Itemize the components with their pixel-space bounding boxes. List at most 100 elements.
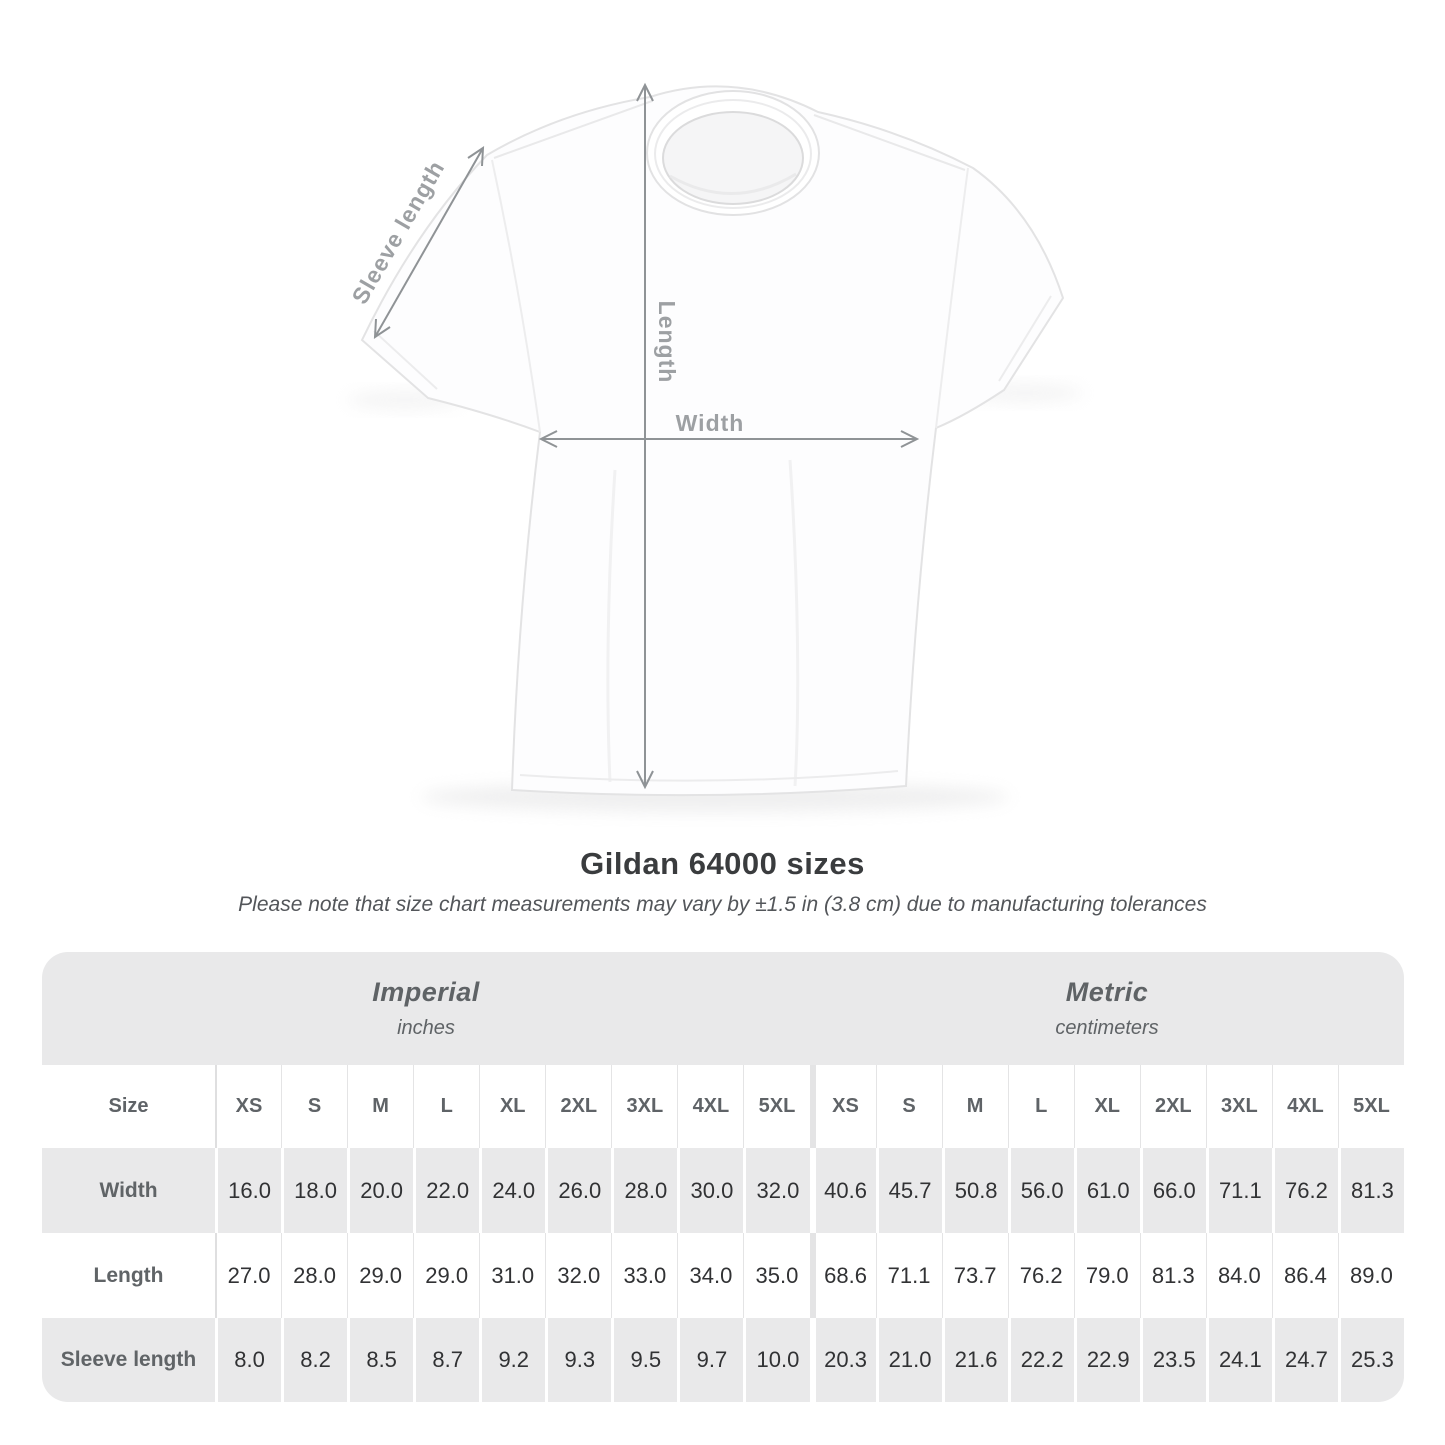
size-col-2xl-metric: 2XL <box>1139 1065 1206 1148</box>
cell-sleeve-length-4xl-imperial: 9.7 <box>677 1318 744 1402</box>
length-arrow-label: Length <box>654 301 680 384</box>
unit-header-row: Imperial inches Metric centimeters <box>42 952 1404 1065</box>
cell-width-3xl-imperial: 28.0 <box>611 1148 678 1233</box>
length-arrow <box>636 82 654 790</box>
cell-width-xl-imperial: 24.0 <box>479 1148 546 1233</box>
cell-width-xl-metric: 61.0 <box>1073 1148 1140 1233</box>
cell-width-l-metric: 56.0 <box>1007 1148 1074 1233</box>
body-crease-right <box>788 459 800 787</box>
size-header-cell: Size <box>42 1065 215 1148</box>
cell-length-2xl-metric: 81.3 <box>1139 1233 1206 1318</box>
tshirt-diagram: Length Width Sleeve length <box>346 82 1083 812</box>
cell-width-5xl-imperial: 32.0 <box>743 1148 810 1233</box>
size-col-l-imperial: L <box>413 1065 480 1148</box>
row-label-length: Length <box>42 1233 215 1318</box>
size-col-s-imperial: S <box>281 1065 348 1148</box>
size-col-xs-imperial: XS <box>215 1065 282 1148</box>
collar-stitch <box>654 99 812 209</box>
cell-sleeve-length-3xl-imperial: 9.5 <box>611 1318 678 1402</box>
size-col-l-metric: L <box>1007 1065 1074 1148</box>
width-arrow <box>538 430 920 448</box>
cell-width-4xl-imperial: 30.0 <box>677 1148 744 1233</box>
size-col-m-metric: M <box>941 1065 1008 1148</box>
cell-width-xs-imperial: 16.0 <box>215 1148 282 1233</box>
cell-length-s-imperial: 28.0 <box>281 1233 348 1318</box>
cell-width-xs-metric: 40.6 <box>809 1148 876 1233</box>
size-col-3xl-imperial: 3XL <box>611 1065 678 1148</box>
cell-sleeve-length-s-imperial: 8.2 <box>281 1318 348 1402</box>
collar-inner <box>662 111 804 205</box>
metric-header: Metric <box>1065 977 1149 1007</box>
cell-sleeve-length-xs-imperial: 8.0 <box>215 1318 282 1402</box>
cell-length-l-metric: 76.2 <box>1007 1233 1074 1318</box>
cell-sleeve-length-3xl-metric: 24.1 <box>1205 1318 1272 1402</box>
cell-width-2xl-imperial: 26.0 <box>545 1148 612 1233</box>
tshirt-body <box>360 85 1065 797</box>
size-grid: Size XS S M L XL 2XL 3XL 4XL 5XL XS S M L XL 2XL 3XL 4XL 5… <box>42 1065 1404 1402</box>
cell-width-3xl-metric: 71.1 <box>1205 1148 1272 1233</box>
size-col-2xl-imperial: 2XL <box>545 1065 612 1148</box>
cell-length-3xl-imperial: 33.0 <box>611 1233 678 1318</box>
cell-length-m-imperial: 29.0 <box>347 1233 414 1318</box>
width-arrow-label: Width <box>676 410 745 436</box>
size-col-s-metric: S <box>875 1065 942 1148</box>
cell-length-4xl-imperial: 34.0 <box>677 1233 744 1318</box>
cell-length-xl-imperial: 31.0 <box>479 1233 546 1318</box>
cell-width-5xl-metric: 81.3 <box>1337 1148 1404 1233</box>
shoulder-seam-left <box>493 100 653 159</box>
cell-sleeve-length-2xl-imperial: 9.3 <box>545 1318 612 1402</box>
cell-length-l-imperial: 29.0 <box>413 1233 480 1318</box>
hem-stitch <box>519 770 899 782</box>
cell-width-l-imperial: 22.0 <box>413 1148 480 1233</box>
size-col-5xl-metric: 5XL <box>1337 1065 1404 1148</box>
cell-length-2xl-imperial: 32.0 <box>545 1233 612 1318</box>
cell-sleeve-length-m-imperial: 8.5 <box>347 1318 414 1402</box>
page-title: Gildan 64000 sizes <box>580 846 865 881</box>
row-label-sleeve-length: Sleeve length <box>42 1318 215 1402</box>
unit-group-metric: Metric centimeters <box>810 952 1404 1065</box>
cell-sleeve-length-l-metric: 22.2 <box>1007 1318 1074 1402</box>
cuff-stitch-left <box>373 330 438 390</box>
cell-sleeve-length-xl-metric: 22.9 <box>1073 1318 1140 1402</box>
shoulder-seam-right <box>813 114 966 171</box>
cell-sleeve-length-l-imperial: 8.7 <box>413 1318 480 1402</box>
cell-width-m-imperial: 20.0 <box>347 1148 414 1233</box>
cell-length-xs-metric: 68.6 <box>809 1233 876 1318</box>
cell-length-3xl-metric: 84.0 <box>1205 1233 1272 1318</box>
cell-sleeve-length-5xl-metric: 25.3 <box>1337 1318 1404 1402</box>
cell-sleeve-length-s-metric: 21.0 <box>875 1318 942 1402</box>
tolerance-note: Please note that size chart measurements… <box>238 893 1207 916</box>
cell-length-s-metric: 71.1 <box>875 1233 942 1318</box>
imperial-unit-label: inches <box>397 1017 455 1039</box>
size-col-5xl-imperial: 5XL <box>743 1065 810 1148</box>
size-col-xl-imperial: XL <box>479 1065 546 1148</box>
cell-sleeve-length-5xl-imperial: 10.0 <box>743 1318 810 1402</box>
cell-length-5xl-metric: 89.0 <box>1337 1233 1404 1318</box>
cell-width-2xl-metric: 66.0 <box>1139 1148 1206 1233</box>
cell-width-s-imperial: 18.0 <box>281 1148 348 1233</box>
cell-sleeve-length-2xl-metric: 23.5 <box>1139 1318 1206 1402</box>
sleeve-length-arrow <box>373 146 485 339</box>
armhole-seam-right <box>935 167 969 429</box>
cell-width-s-metric: 45.7 <box>875 1148 942 1233</box>
cuff-stitch-right <box>998 295 1052 382</box>
metric-unit-label: centimeters <box>1055 1017 1159 1039</box>
size-col-xl-metric: XL <box>1073 1065 1140 1148</box>
cell-sleeve-length-4xl-metric: 24.7 <box>1271 1318 1338 1402</box>
cell-length-m-metric: 73.7 <box>941 1233 1008 1318</box>
unit-group-imperial: Imperial inches <box>42 952 810 1065</box>
cell-length-xs-imperial: 27.0 <box>215 1233 282 1318</box>
cell-sleeve-length-xl-imperial: 9.2 <box>479 1318 546 1402</box>
size-col-xs-metric: XS <box>809 1065 876 1148</box>
row-label-width: Width <box>42 1148 215 1233</box>
cell-width-m-metric: 50.8 <box>941 1148 1008 1233</box>
cell-sleeve-length-m-metric: 21.6 <box>941 1318 1008 1402</box>
size-table-card: Imperial inches Metric centimeters Size X… <box>42 952 1404 1402</box>
size-col-3xl-metric: 3XL <box>1205 1065 1272 1148</box>
cell-length-xl-metric: 79.0 <box>1073 1233 1140 1318</box>
cell-length-5xl-imperial: 35.0 <box>743 1233 810 1318</box>
size-col-4xl-imperial: 4XL <box>677 1065 744 1148</box>
cell-length-4xl-metric: 86.4 <box>1271 1233 1338 1318</box>
size-col-4xl-metric: 4XL <box>1271 1065 1338 1148</box>
